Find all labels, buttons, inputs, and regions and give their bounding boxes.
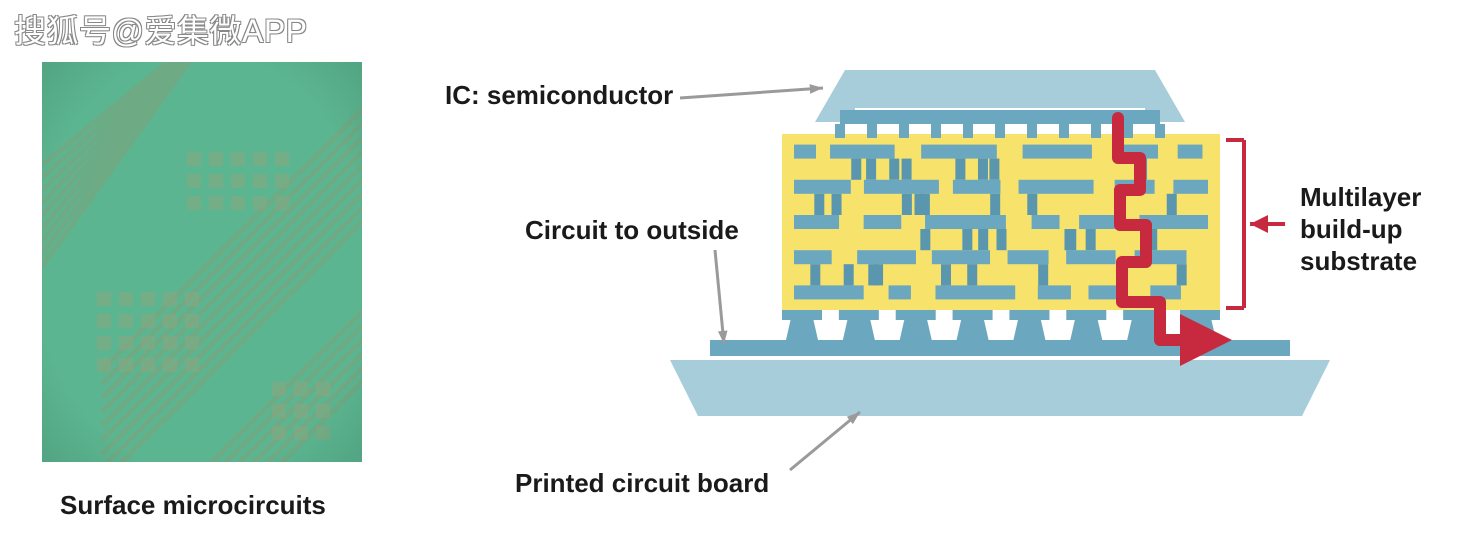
pcb-photo-svg: [42, 62, 362, 462]
surface-microcircuits-caption: Surface microcircuits: [60, 490, 326, 521]
watermark-text: 搜狐号@爱集微APP: [14, 6, 308, 52]
pcb-photo: [42, 62, 362, 462]
package-cross-section-diagram: [420, 40, 1450, 540]
